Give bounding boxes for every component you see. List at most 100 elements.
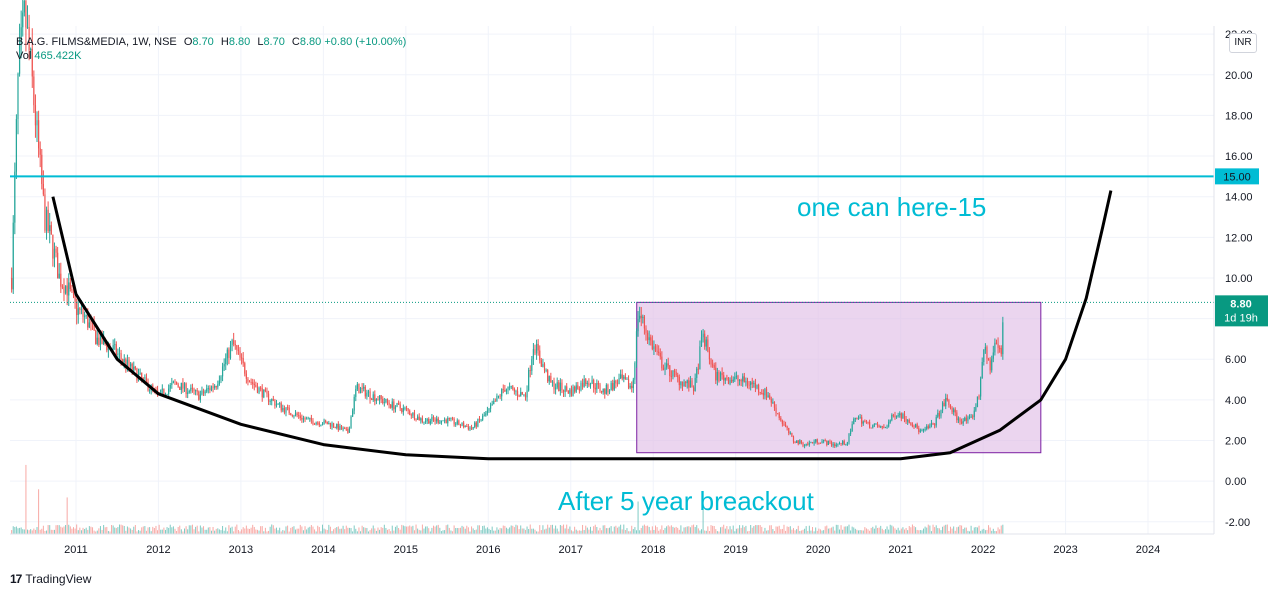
candle-body xyxy=(807,443,809,445)
volume-bar xyxy=(239,531,241,534)
volume-bar xyxy=(474,530,476,534)
volume-bar xyxy=(572,531,574,534)
volume-bar xyxy=(789,526,791,534)
volume-bar xyxy=(818,528,820,534)
volume-bar xyxy=(702,505,704,534)
volume-bar xyxy=(250,527,252,534)
candle-body xyxy=(217,384,219,388)
candle-body xyxy=(256,387,259,393)
volume-bar xyxy=(791,529,793,534)
candle-body xyxy=(214,385,216,388)
volume-bar xyxy=(299,524,301,534)
consolidation-box[interactable] xyxy=(636,301,1042,454)
candle-body xyxy=(777,413,779,415)
candle-body xyxy=(869,422,871,428)
volume-bar xyxy=(662,530,664,534)
candle-body xyxy=(523,394,525,396)
volume-bar xyxy=(994,531,996,534)
volume-bar xyxy=(117,527,119,534)
candle-body xyxy=(694,377,696,392)
candle-body xyxy=(53,248,56,259)
volume-bar xyxy=(905,527,907,534)
volume-bar xyxy=(266,531,268,534)
candle-body xyxy=(182,382,184,389)
candle-body xyxy=(358,383,360,394)
volume-bar xyxy=(209,527,211,534)
volume-bar xyxy=(131,529,133,534)
volume-bar xyxy=(334,527,336,534)
candle-body xyxy=(520,392,522,397)
volume-bar xyxy=(685,527,687,534)
change-value: +0.80 (+10.00%) xyxy=(324,36,407,48)
volume-bar xyxy=(854,528,856,534)
volume-bar xyxy=(230,527,232,534)
candle-body xyxy=(548,376,550,382)
volume-bar xyxy=(453,525,455,534)
candle-body xyxy=(177,384,179,387)
volume-bar xyxy=(160,529,162,534)
volume-bar xyxy=(210,530,212,534)
candle-body xyxy=(274,400,276,406)
candle-body xyxy=(30,48,32,51)
candle-body xyxy=(310,417,312,421)
candle-body xyxy=(474,422,476,428)
symbol-legend[interactable]: B.A.G. FILMS&MEDIA, 1W, NSE O8.70 H8.80 … xyxy=(16,34,406,50)
volume-bar xyxy=(157,530,159,534)
candle-body xyxy=(972,416,974,418)
candle-body xyxy=(826,441,828,445)
rounding-bottom-curve[interactable] xyxy=(51,190,1113,461)
volume-bar xyxy=(390,531,392,534)
candle-body xyxy=(811,442,814,444)
candle-body xyxy=(545,370,547,371)
volume-legend[interactable]: Vol 465.422K xyxy=(16,50,81,62)
volume-bar xyxy=(287,525,289,534)
price-axis[interactable]: 22.0020.0018.0016.0014.0012.0010.008.006… xyxy=(1225,29,1253,529)
volume-bar xyxy=(429,531,431,534)
volume-bar xyxy=(293,526,295,534)
volume-bar xyxy=(218,529,220,534)
candle-body xyxy=(723,375,725,381)
candle-body xyxy=(640,315,642,319)
candle-body xyxy=(680,381,682,386)
volume-bar xyxy=(199,525,201,534)
volume-bar xyxy=(937,528,939,534)
candle-body xyxy=(118,353,121,355)
currency-button[interactable]: INR xyxy=(1229,33,1257,53)
candle-body xyxy=(532,349,535,360)
volume-bar xyxy=(494,530,496,534)
volume-bar xyxy=(291,526,293,534)
candle-body xyxy=(926,426,928,429)
volume-bar xyxy=(27,529,29,534)
volume-bar xyxy=(831,527,833,534)
candle-body xyxy=(485,413,487,416)
candle-body xyxy=(624,376,626,380)
candle-body xyxy=(986,347,988,359)
candle-body xyxy=(22,12,24,28)
candle-body xyxy=(705,339,707,347)
volume-bar xyxy=(688,526,690,534)
volume-bar xyxy=(940,530,942,534)
volume-bar xyxy=(112,525,114,534)
candle-body xyxy=(14,171,16,223)
time-axis[interactable]: 2011 2012 2013 2014 2015 2016 2017 2018 2019 2020… xyxy=(64,544,1160,556)
volume-bar xyxy=(805,526,807,534)
tradingview-brand[interactable]: 17 TradingView xyxy=(10,572,91,586)
volume-bar xyxy=(707,526,709,534)
candle-body xyxy=(504,389,506,392)
volume-bar xyxy=(247,528,249,534)
y-tick-label: 10.00 xyxy=(1225,273,1253,285)
candle-body xyxy=(978,396,980,398)
volume-bar xyxy=(959,525,961,534)
candle-body xyxy=(85,314,87,317)
volume-bar xyxy=(447,524,449,534)
candle-body xyxy=(929,425,931,429)
candle-body xyxy=(1000,347,1002,355)
candle-body xyxy=(846,442,849,445)
candle-body xyxy=(716,372,718,381)
candle-body xyxy=(654,346,657,351)
candle-body xyxy=(761,392,763,394)
candle-body xyxy=(413,412,416,420)
candle-body xyxy=(372,394,374,400)
x-tick-label: 2019 xyxy=(723,544,747,556)
